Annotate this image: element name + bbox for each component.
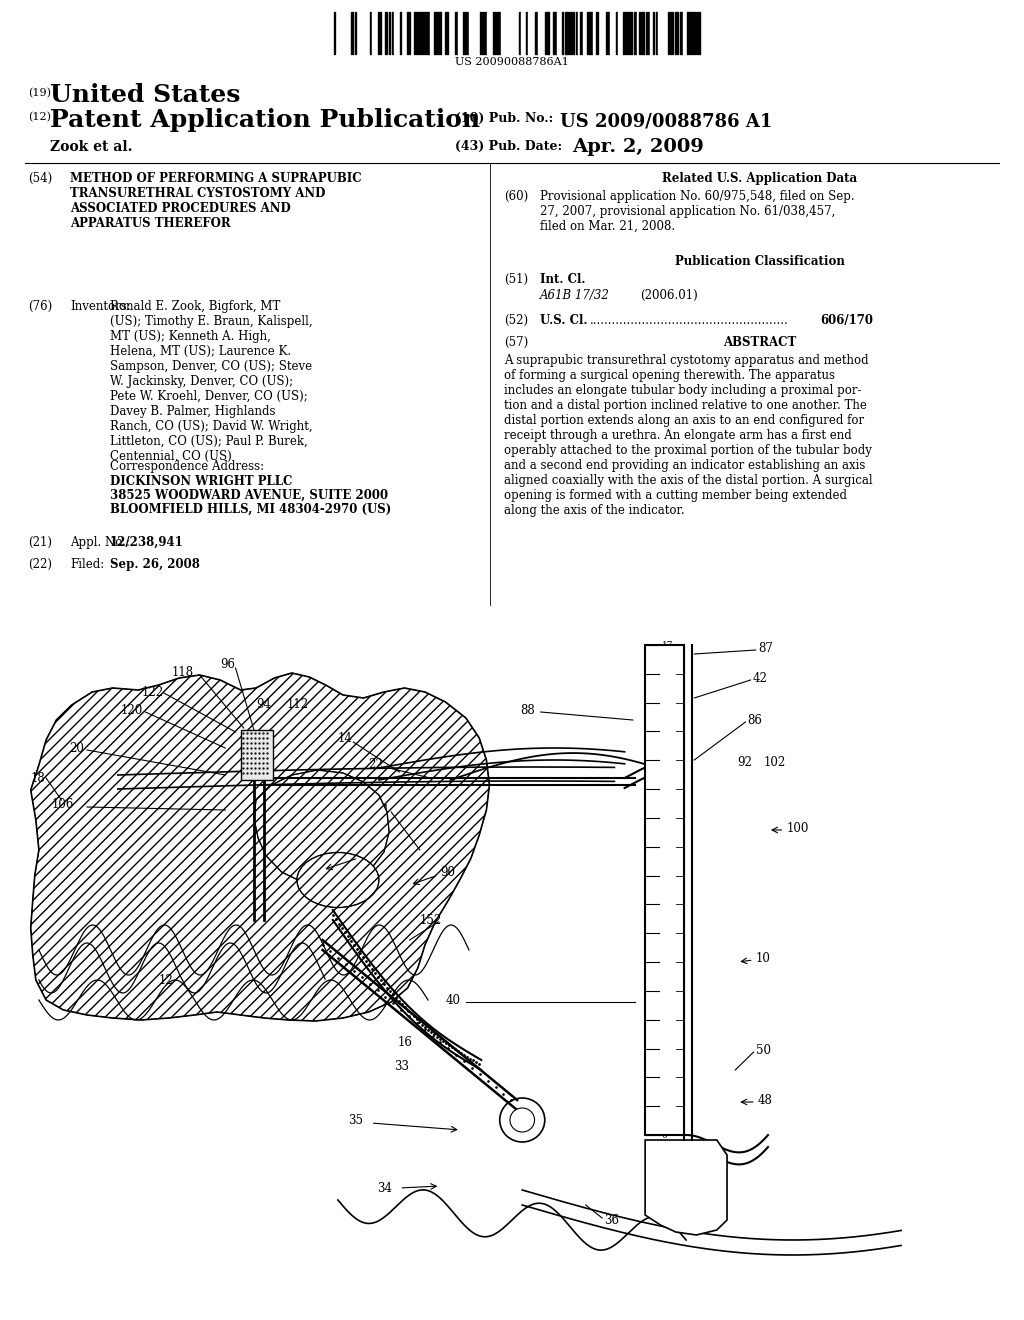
Text: 92: 92 [737,755,753,768]
Text: (51): (51) [504,273,528,286]
Text: 36: 36 [604,1213,620,1226]
Text: 118: 118 [172,665,195,678]
Text: 13: 13 [662,756,673,764]
Text: (2006.01): (2006.01) [640,289,697,302]
Text: Related U.S. Application Data: Related U.S. Application Data [663,172,857,185]
Text: (19): (19) [28,88,51,98]
Text: 1: 1 [662,1102,668,1110]
Text: 122: 122 [141,685,164,698]
Text: A61B 17/32: A61B 17/32 [540,289,610,302]
Polygon shape [31,673,489,1020]
Text: 42: 42 [753,672,768,685]
Text: 22: 22 [369,759,383,771]
Text: 152: 152 [420,913,442,927]
Ellipse shape [297,853,379,908]
Text: 100: 100 [786,821,809,834]
Text: 10: 10 [662,842,673,851]
Text: 12: 12 [159,974,173,986]
Circle shape [500,1098,545,1142]
Text: BLOOMFIELD HILLS, MI 48304-2970 (US): BLOOMFIELD HILLS, MI 48304-2970 (US) [110,503,391,516]
Text: METHOD OF PERFORMING A SUPRAPUBIC
TRANSURETHRAL CYSTOSTOMY AND
ASSOCIATED PROCED: METHOD OF PERFORMING A SUPRAPUBIC TRANSU… [70,172,361,230]
Text: Correspondence Address:: Correspondence Address: [110,459,264,473]
Text: Sep. 26, 2008: Sep. 26, 2008 [110,558,200,572]
Text: (22): (22) [28,558,52,572]
Text: Patent Application Publication: Patent Application Publication [50,108,480,132]
Circle shape [510,1107,535,1133]
Text: Publication Classification: Publication Classification [675,255,845,268]
Text: (10) Pub. No.:: (10) Pub. No.: [455,112,553,125]
Text: 14: 14 [338,731,353,744]
Text: Provisional application No. 60/975,548, filed on Sep.
27, 2007, provisional appl: Provisional application No. 60/975,548, … [540,190,855,234]
Text: U.S. Cl.: U.S. Cl. [540,314,588,327]
Text: 96: 96 [220,659,236,672]
Text: 9: 9 [662,871,668,880]
Text: 6: 6 [662,957,668,966]
Bar [241,730,273,780]
Text: 18: 18 [31,771,45,784]
Text: 15: 15 [662,698,673,708]
Polygon shape [254,770,389,884]
Text: Zook et al.: Zook et al. [50,140,132,154]
Text: 10: 10 [756,952,771,965]
Text: (57): (57) [504,337,528,348]
Text: 34: 34 [377,1181,392,1195]
Text: 8: 8 [662,900,668,909]
Text: 11: 11 [662,813,673,822]
Text: United States: United States [50,83,241,107]
Text: 102: 102 [764,755,786,768]
Text: 112: 112 [287,698,309,711]
Text: Appl. No.:: Appl. No.: [70,536,130,549]
Polygon shape [645,1140,727,1236]
Text: 120: 120 [121,704,143,717]
Text: 12: 12 [662,784,673,793]
Text: 7: 7 [662,929,668,937]
Text: .....................................................: ........................................… [590,314,788,327]
Text: Ronald E. Zook, Bigfork, MT
(US); Timothy E. Braun, Kalispell,
MT (US); Kenneth : Ronald E. Zook, Bigfork, MT (US); Timoth… [110,300,312,463]
Text: 35: 35 [348,1114,364,1126]
Text: 90: 90 [440,866,456,879]
Text: (76): (76) [28,300,52,313]
Text: ABSTRACT: ABSTRACT [723,337,797,348]
Text: 12/238,941: 12/238,941 [110,536,183,549]
Text: DICKINSON WRIGHT PLLC: DICKINSON WRIGHT PLLC [110,475,293,488]
Text: 16: 16 [397,1035,413,1048]
Text: 20: 20 [70,742,85,755]
Text: 3: 3 [662,1044,667,1053]
Text: 86: 86 [748,714,763,726]
Text: US 2009/0088786 A1: US 2009/0088786 A1 [560,112,772,129]
Text: 50: 50 [756,1044,771,1056]
Text: 16: 16 [662,669,673,678]
Text: 2: 2 [662,1073,667,1082]
Text: (21): (21) [28,536,52,549]
Text: 17: 17 [662,640,673,649]
Text: Filed:: Filed: [70,558,104,572]
Text: 33: 33 [394,1060,410,1072]
Text: 94: 94 [256,698,271,711]
Text: 5: 5 [662,986,668,995]
Bar [645,645,684,1135]
Text: 0: 0 [662,1130,668,1139]
Text: (52): (52) [504,314,528,327]
Text: (54): (54) [28,172,52,185]
Text: Apr. 2, 2009: Apr. 2, 2009 [572,139,703,156]
Text: 606/170: 606/170 [820,314,873,327]
Text: 40: 40 [445,994,461,1006]
Text: A suprapubic transurethral cystotomy apparatus and method
of forming a surgical : A suprapubic transurethral cystotomy app… [504,354,872,517]
Text: 87: 87 [758,642,773,655]
Text: (60): (60) [504,190,528,203]
Text: (43) Pub. Date:: (43) Pub. Date: [455,140,562,153]
Text: 88: 88 [520,704,535,717]
Text: Inventors:: Inventors: [70,300,131,313]
Text: 14: 14 [662,727,673,737]
Text: US 20090088786A1: US 20090088786A1 [455,57,569,67]
Text: 48: 48 [758,1093,773,1106]
Text: 4: 4 [662,1015,668,1024]
Text: 24: 24 [374,804,389,817]
Text: Int. Cl.: Int. Cl. [540,273,586,286]
Text: 38525 WOODWARD AVENUE, SUITE 2000: 38525 WOODWARD AVENUE, SUITE 2000 [110,488,388,502]
Text: (12): (12) [28,112,51,123]
Text: 106: 106 [51,799,74,812]
